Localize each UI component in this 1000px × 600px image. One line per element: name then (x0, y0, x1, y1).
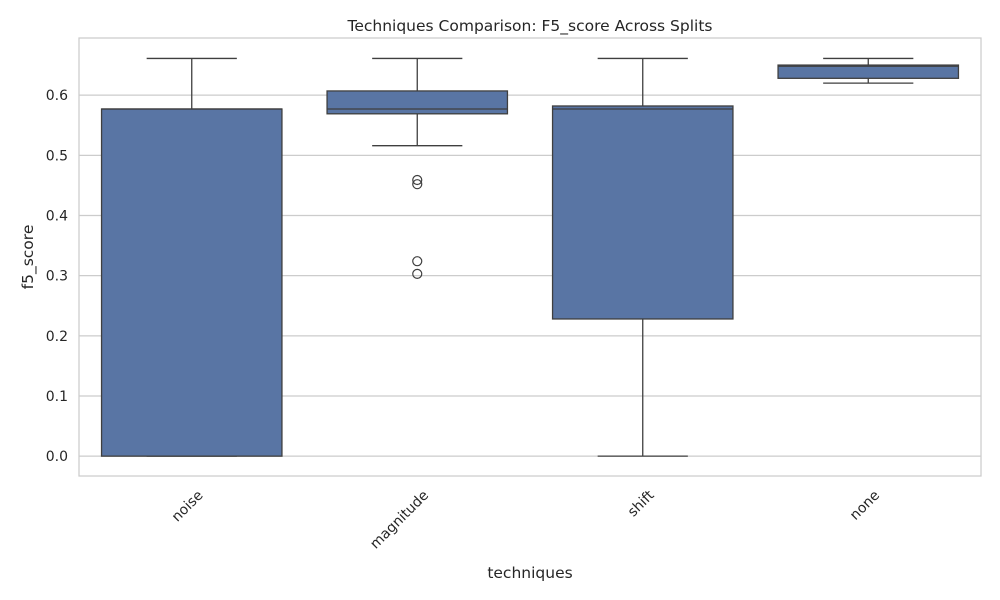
iqr-box (777, 64, 960, 79)
y-tick-label: 0.5 (46, 148, 68, 164)
y-tick-label: 0.4 (46, 208, 68, 224)
box-noise (100, 57, 283, 457)
box-shift (551, 57, 734, 457)
iqr-box (551, 105, 734, 320)
box-magnitude (326, 57, 509, 279)
y-tick-label: 0.6 (46, 88, 68, 104)
box-none (777, 57, 960, 84)
y-tick-label: 0.3 (46, 269, 68, 285)
outlier-point (412, 268, 423, 279)
iqr-box (100, 108, 283, 457)
y-tick-label: 0.2 (46, 329, 68, 345)
x-axis-title: techniques (487, 564, 572, 582)
y-tick-label: 0.0 (46, 449, 68, 465)
box-plots (100, 57, 960, 457)
outlier-point (412, 256, 423, 267)
y-axis-title: f5_score (19, 225, 38, 290)
outlier-point (412, 174, 423, 186)
plot-frame (78, 37, 982, 477)
y-axis-ticks: 0.0 0.1 0.2 0.3 0.4 0.5 0.6 (46, 88, 68, 465)
y-tick-label: 0.1 (46, 389, 68, 405)
outlier-point (412, 179, 423, 190)
iqr-box (326, 90, 509, 115)
chart-title: Techniques Comparison: F5_score Across S… (347, 17, 713, 36)
